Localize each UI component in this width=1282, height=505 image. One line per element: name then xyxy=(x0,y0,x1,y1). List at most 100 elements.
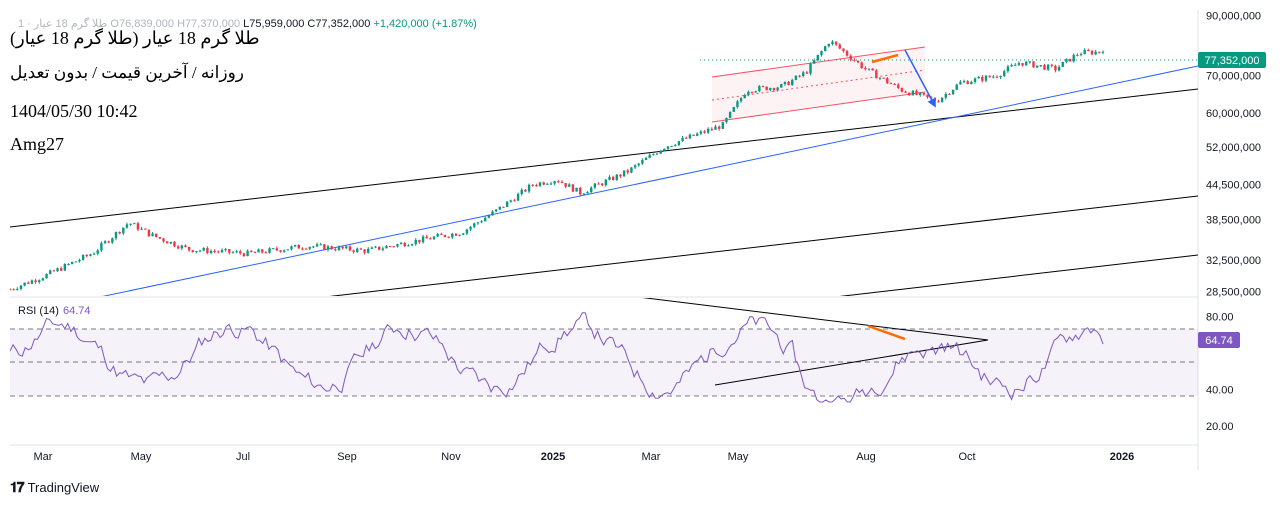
annotation-author: Amg27 xyxy=(10,134,64,154)
rsi-tick-label: 80.00 xyxy=(1206,311,1234,323)
trendline-lower xyxy=(839,254,1198,296)
candle-body xyxy=(23,282,26,286)
candle-body xyxy=(1068,58,1072,62)
candle-body xyxy=(49,270,52,274)
candle-body xyxy=(202,248,205,251)
candle-body xyxy=(111,238,114,243)
candle-body xyxy=(951,89,955,95)
candle-body xyxy=(162,238,165,242)
price-badge-bg xyxy=(1198,52,1266,68)
candle-body xyxy=(750,91,754,93)
time-tick-label: Jul xyxy=(236,451,250,463)
blue-arrow xyxy=(904,49,936,108)
candle-body xyxy=(619,174,622,177)
candle-body xyxy=(330,246,333,250)
candle-body xyxy=(52,270,56,272)
candle-body xyxy=(381,248,385,250)
candle-body xyxy=(794,75,798,80)
candle-body xyxy=(253,252,257,254)
candle-body xyxy=(399,242,403,245)
candle-body xyxy=(74,261,77,263)
candle-body xyxy=(772,88,776,91)
candle-body xyxy=(312,246,315,248)
candle-body xyxy=(940,97,944,103)
candle-body xyxy=(630,167,633,173)
price-axis[interactable]: 90,000,000 70,000,000 60,000,000 52,000,000… xyxy=(1206,10,1261,298)
candle-body xyxy=(1014,64,1017,66)
price-tick-label: 90,000,000 xyxy=(1206,10,1261,22)
candle-body xyxy=(564,183,567,187)
candle-body xyxy=(447,236,450,238)
candle-body xyxy=(893,84,896,86)
candle-body xyxy=(988,75,991,78)
rsi-legend[interactable]: RSI (14) 64.74 xyxy=(18,305,91,317)
candle-body xyxy=(224,249,227,251)
candle-body xyxy=(1021,63,1024,66)
candle-body xyxy=(688,134,692,139)
candle-body xyxy=(301,248,304,250)
rsi-axis[interactable]: 80.00 40.00 20.00 xyxy=(1206,311,1234,433)
rsi-line xyxy=(10,312,1104,403)
candle-body xyxy=(999,76,1002,78)
candle-body xyxy=(860,62,863,69)
candle-body xyxy=(670,145,673,147)
candle-body xyxy=(282,250,286,252)
candle-body xyxy=(622,170,626,177)
candle-body xyxy=(370,247,374,249)
candle-body xyxy=(856,60,860,63)
candle-body xyxy=(648,154,651,158)
candle-body xyxy=(736,101,739,108)
candle-body xyxy=(926,94,929,98)
candle-body xyxy=(261,249,264,253)
close-value: C77,352,000 xyxy=(307,18,371,30)
ohlc-legend[interactable]: طلا گرم 18 عیار · 1 O76,839,000 H77,370,… xyxy=(18,17,477,30)
candle-body xyxy=(827,44,831,47)
candle-body xyxy=(374,246,377,248)
candle-body xyxy=(377,246,381,250)
candle-body xyxy=(984,75,988,81)
candle-body xyxy=(356,248,359,252)
candle-body xyxy=(195,251,198,253)
candle-body xyxy=(604,179,608,186)
time-axis[interactable]: Mar May Jul Sep Nov 2025 Mar May Aug Oct 2026 xyxy=(34,451,1135,463)
price-tick-label: 52,000,000 xyxy=(1206,142,1261,154)
candle-body xyxy=(425,236,428,239)
candle-body xyxy=(70,261,74,264)
candle-body xyxy=(641,160,644,164)
candle-body xyxy=(85,254,88,256)
price-tick-label: 44,500,000 xyxy=(1206,180,1261,192)
candle-body xyxy=(524,189,527,192)
candle-body xyxy=(1010,65,1013,67)
candle-body xyxy=(882,77,885,79)
candle-body xyxy=(1065,58,1068,62)
candle-body xyxy=(494,209,498,212)
candle-body xyxy=(959,81,962,85)
candle-body xyxy=(579,187,582,195)
candle-body xyxy=(392,246,396,248)
candle-body xyxy=(176,246,180,249)
candle-body xyxy=(407,245,410,247)
candle-body xyxy=(107,241,110,243)
candle-body xyxy=(63,264,67,271)
candle-body xyxy=(1090,50,1094,55)
candle-body xyxy=(652,154,655,156)
candle-body xyxy=(666,146,670,149)
candle-body xyxy=(597,183,600,185)
candle-body xyxy=(787,81,790,86)
candle-body xyxy=(1024,61,1028,66)
candle-body xyxy=(315,244,319,247)
rsi-tick-label: 40.00 xyxy=(1206,384,1234,396)
candle-body xyxy=(911,90,915,96)
candle-body xyxy=(326,246,330,250)
candle-body xyxy=(469,226,472,230)
candle-body xyxy=(118,232,121,234)
candle-body xyxy=(421,236,425,243)
tradingview-brand[interactable]: 𝟏𝟕 TradingView xyxy=(10,479,99,496)
candle-body xyxy=(264,252,268,254)
candle-body xyxy=(1039,65,1043,67)
candle-body xyxy=(571,184,575,192)
time-tick-label: Oct xyxy=(958,451,975,463)
candle-body xyxy=(462,233,465,235)
candle-body xyxy=(10,289,12,291)
